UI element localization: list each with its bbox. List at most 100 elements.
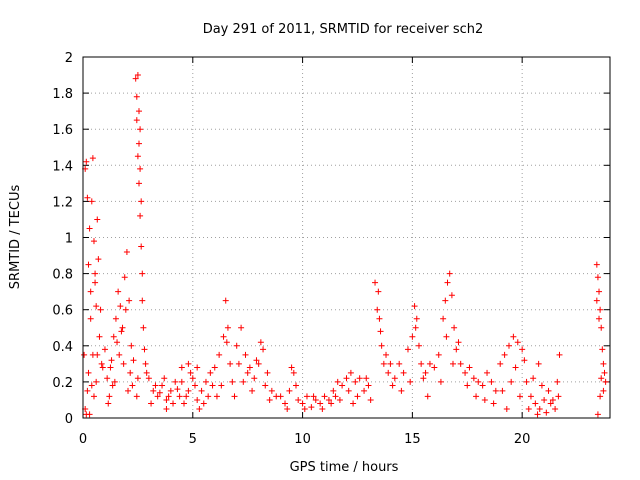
data-point-marker <box>499 387 506 394</box>
data-point-marker <box>479 382 486 389</box>
data-point-marker <box>189 375 196 382</box>
data-point-marker <box>266 396 273 403</box>
data-point-marker <box>95 256 102 263</box>
data-point-marker <box>112 315 119 322</box>
data-point-marker <box>442 297 449 304</box>
data-point-marker <box>200 400 207 407</box>
data-point-marker <box>142 360 149 367</box>
data-point-marker <box>101 346 108 353</box>
data-point-marker <box>178 378 185 385</box>
data-point-marker <box>343 375 350 382</box>
data-point-marker <box>317 400 324 407</box>
data-point-marker <box>85 369 92 376</box>
data-point-marker <box>547 400 554 407</box>
y-tick-label: 1.8 <box>52 87 73 102</box>
chart-title: Day 291 of 2011, SRMTID for receiver sch… <box>203 22 484 37</box>
data-point-marker <box>409 333 416 340</box>
data-point-marker <box>512 364 519 371</box>
data-point-marker <box>111 378 118 385</box>
data-point-marker <box>383 351 390 358</box>
data-point-marker <box>554 378 561 385</box>
data-point-marker <box>600 387 607 394</box>
data-point-marker <box>132 75 139 82</box>
y-tick-label: 0.8 <box>52 268 73 283</box>
data-points <box>81 72 609 418</box>
data-point-marker <box>152 382 159 389</box>
data-point-marker <box>209 382 216 389</box>
data-point-marker <box>527 393 534 400</box>
data-point-marker <box>536 405 543 412</box>
data-point-marker <box>375 288 382 295</box>
data-point-marker <box>159 382 166 389</box>
data-point-marker <box>552 405 559 412</box>
data-point-marker <box>462 369 469 376</box>
data-point-marker <box>249 387 256 394</box>
data-point-marker <box>90 393 97 400</box>
data-point-marker <box>598 324 605 331</box>
data-point-marker <box>191 382 198 389</box>
data-point-marker <box>596 288 603 295</box>
data-point-marker <box>174 386 181 393</box>
data-point-marker <box>89 155 96 162</box>
data-point-marker <box>321 393 328 400</box>
data-point-marker <box>133 117 140 124</box>
data-point-marker <box>501 351 508 358</box>
data-point-marker <box>87 315 94 322</box>
data-point-marker <box>449 360 456 367</box>
data-point-marker <box>251 375 258 382</box>
data-point-marker <box>396 360 403 367</box>
x-tick-label: 20 <box>514 432 531 447</box>
data-point-marker <box>602 378 609 385</box>
data-point-marker <box>88 382 95 389</box>
data-point-marker <box>224 324 231 331</box>
data-point-marker <box>81 351 88 358</box>
data-point-marker <box>505 342 512 349</box>
data-point-marker <box>118 328 125 335</box>
data-point-marker <box>372 279 379 286</box>
data-point-marker <box>541 396 548 403</box>
data-point-marker <box>133 93 140 100</box>
data-point-marker <box>437 378 444 385</box>
data-point-marker <box>330 387 337 394</box>
data-point-marker <box>238 324 245 331</box>
data-point-marker <box>350 400 357 407</box>
data-point-marker <box>135 108 142 115</box>
data-point-marker <box>310 393 317 400</box>
data-point-marker <box>123 248 130 255</box>
data-point-marker <box>240 378 247 385</box>
data-point-marker <box>139 297 146 304</box>
data-point-marker <box>268 387 275 394</box>
data-point-marker <box>475 378 482 385</box>
data-point-marker <box>453 346 460 353</box>
data-point-marker <box>347 369 354 376</box>
data-point-marker <box>411 303 418 310</box>
data-point-marker <box>130 357 137 364</box>
data-point-marker <box>93 378 100 385</box>
data-point-marker <box>97 306 104 313</box>
data-point-marker <box>181 400 188 407</box>
data-point-marker <box>98 360 105 367</box>
data-point-marker <box>167 387 174 394</box>
data-point-marker <box>549 396 556 403</box>
data-point-marker <box>440 315 447 322</box>
data-point-marker <box>332 393 339 400</box>
data-point-marker <box>106 393 113 400</box>
data-point-marker <box>117 303 124 310</box>
data-point-marker <box>94 351 101 358</box>
data-point-marker <box>490 400 497 407</box>
data-point-marker <box>385 369 392 376</box>
data-point-marker <box>145 375 152 382</box>
data-point-marker <box>407 378 414 385</box>
y-tick-label: 1.2 <box>52 195 73 210</box>
data-point-marker <box>295 396 302 403</box>
data-point-marker <box>172 378 179 385</box>
data-point-marker <box>135 140 142 147</box>
data-point-marker <box>488 378 495 385</box>
data-point-marker <box>451 324 458 331</box>
data-point-marker <box>374 306 381 313</box>
data-point-marker <box>470 375 477 382</box>
data-point-marker <box>599 346 606 353</box>
data-point-marker <box>128 342 135 349</box>
data-point-marker <box>138 243 145 250</box>
data-point-marker <box>107 364 114 371</box>
